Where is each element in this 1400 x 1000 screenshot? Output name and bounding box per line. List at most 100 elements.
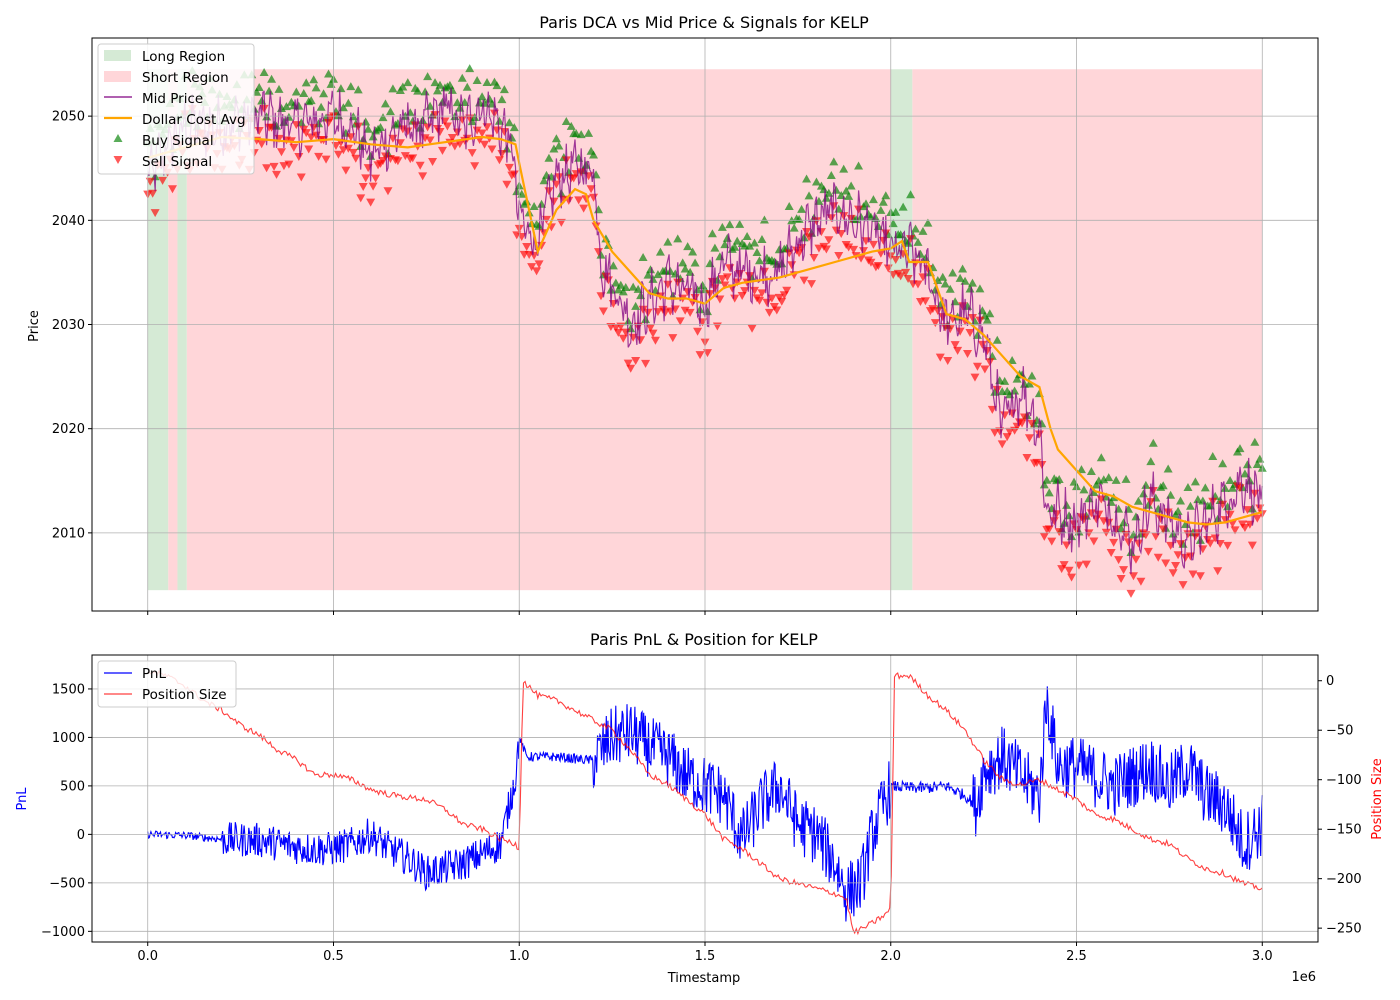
sell-signal-marker bbox=[1126, 589, 1136, 598]
sell-signal-marker bbox=[903, 274, 913, 283]
buy-signal-marker bbox=[824, 188, 834, 197]
sell-signal-marker bbox=[158, 176, 168, 185]
pnl-axis-label: PnL bbox=[15, 787, 30, 811]
pnl-panel-title: Paris PnL & Position for KELP bbox=[590, 630, 818, 649]
sell-signal-marker bbox=[403, 127, 413, 136]
sell-signal-marker bbox=[732, 278, 742, 287]
sell-signal-marker bbox=[876, 249, 886, 258]
price-y-tick-label: 2040 bbox=[52, 214, 85, 229]
sell-signal-marker bbox=[953, 346, 963, 355]
price-legend: Long Region Short Region Mid Price Dolla… bbox=[97, 43, 255, 175]
sell-signal-marker bbox=[296, 173, 306, 182]
sell-signal-marker bbox=[717, 275, 727, 284]
sell-signal-marker bbox=[980, 365, 990, 374]
buy-signal-marker bbox=[1225, 476, 1235, 485]
buy-signal-marker bbox=[306, 96, 316, 105]
sell-signal-marker bbox=[720, 281, 730, 290]
buy-signal-marker bbox=[566, 121, 576, 130]
buy-signal-marker bbox=[467, 117, 477, 126]
buy-signal-marker bbox=[861, 199, 871, 208]
buy-signal-marker bbox=[393, 119, 403, 128]
buy-signal-marker bbox=[745, 241, 755, 250]
pnl-panel: Paris PnL & Position for KELP 0.0 0.5 1.0 1… bbox=[15, 630, 1385, 986]
buy-signal-marker bbox=[472, 75, 482, 84]
buy-signal-marker bbox=[750, 238, 760, 247]
buy-signal-marker bbox=[299, 88, 309, 97]
sell-signal-marker bbox=[623, 359, 633, 368]
sell-signal-marker bbox=[593, 248, 603, 257]
buy-signal-marker bbox=[1193, 495, 1203, 504]
buy-signal-marker bbox=[596, 250, 606, 259]
sell-signal-marker bbox=[150, 209, 160, 218]
buy-signal-marker bbox=[754, 256, 764, 265]
sell-signal-marker bbox=[554, 173, 564, 182]
sell-signal-marker bbox=[873, 262, 883, 271]
buy-signal-marker bbox=[551, 134, 561, 143]
sell-signal-marker bbox=[257, 140, 267, 149]
buy-signal-marker bbox=[549, 144, 559, 153]
sell-signal-marker bbox=[589, 193, 599, 202]
pnl-legend-box bbox=[97, 660, 237, 708]
sell-signal-marker bbox=[693, 327, 703, 336]
sell-signal-marker bbox=[437, 146, 447, 155]
sell-signal-marker bbox=[1032, 458, 1042, 467]
buy-signal-marker bbox=[844, 191, 854, 200]
sell-signal-marker bbox=[1193, 529, 1203, 538]
price-axis-label: Price bbox=[27, 310, 42, 342]
sell-signal-marker bbox=[1044, 525, 1054, 534]
sell-signal-marker bbox=[415, 161, 425, 170]
sell-signal-marker bbox=[383, 187, 393, 196]
sell-signal-marker bbox=[1059, 561, 1069, 570]
buy-signal-marker bbox=[804, 191, 814, 200]
buy-signal-marker bbox=[636, 291, 646, 300]
sell-signal-marker bbox=[1153, 553, 1163, 562]
buy-signal-marker bbox=[911, 224, 921, 233]
sell-signal-marker bbox=[849, 245, 859, 254]
sell-signal-marker bbox=[631, 356, 641, 365]
sell-signal-marker bbox=[1022, 454, 1032, 463]
sell-signal-marker bbox=[470, 162, 480, 171]
buy-signal-marker bbox=[447, 85, 457, 94]
buy-signal-marker bbox=[435, 80, 445, 89]
buy-signal-marker bbox=[608, 261, 618, 270]
pnl-x-tick-label: 1.5 bbox=[695, 949, 716, 964]
sell-signal-marker bbox=[356, 194, 366, 203]
sell-signal-marker bbox=[715, 295, 725, 304]
pnl-y-tick-label: 500 bbox=[60, 779, 85, 794]
sell-signal-marker bbox=[807, 280, 817, 289]
legend-swatch-long-region bbox=[104, 50, 131, 61]
sell-signal-marker bbox=[477, 129, 487, 138]
buy-signal-marker bbox=[301, 78, 311, 87]
sell-signal-marker bbox=[641, 359, 651, 368]
sell-signal-marker bbox=[1208, 497, 1218, 506]
pnl-x-tick-label: 0.5 bbox=[323, 949, 344, 964]
buy-signal-marker bbox=[1195, 535, 1205, 544]
buy-signal-marker bbox=[1158, 481, 1168, 490]
sell-signal-marker bbox=[492, 126, 502, 135]
sell-signal-marker bbox=[289, 143, 299, 152]
buy-signal-marker bbox=[385, 107, 395, 116]
buy-signal-marker bbox=[829, 157, 839, 166]
sell-signal-marker bbox=[586, 185, 596, 194]
sell-signal-marker bbox=[418, 172, 428, 181]
sell-signal-marker bbox=[425, 136, 435, 145]
sell-signal-marker bbox=[643, 308, 653, 317]
sell-signal-marker bbox=[529, 251, 539, 260]
sell-signal-marker bbox=[314, 152, 324, 161]
buy-signal-marker bbox=[1208, 451, 1218, 460]
sell-signal-marker bbox=[772, 306, 782, 315]
sell-signal-marker bbox=[167, 185, 177, 194]
sell-signal-marker bbox=[618, 334, 628, 343]
buy-signal-marker bbox=[1185, 501, 1195, 510]
long-region-band bbox=[147, 69, 169, 591]
buy-signal-marker bbox=[413, 86, 423, 95]
sell-signal-marker bbox=[534, 260, 544, 269]
sell-signal-marker bbox=[333, 150, 343, 159]
buy-signal-marker bbox=[868, 195, 878, 204]
sell-signal-marker bbox=[668, 334, 678, 343]
buy-signal-marker bbox=[267, 74, 277, 83]
buy-signal-marker bbox=[1024, 379, 1034, 388]
buy-signal-marker bbox=[881, 191, 891, 200]
sell-signal-marker bbox=[722, 273, 732, 282]
